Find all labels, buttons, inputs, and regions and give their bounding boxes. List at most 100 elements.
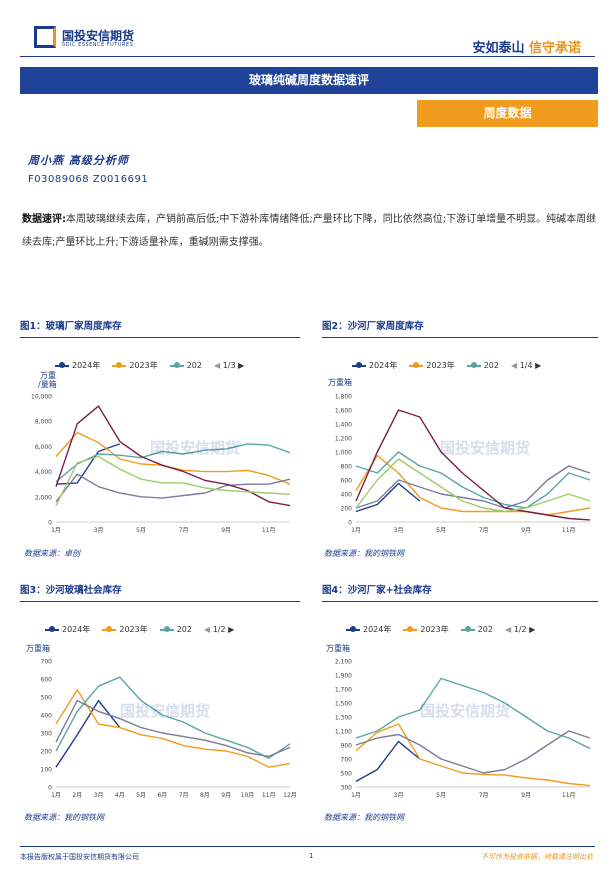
footer-disclaimer: 不可作为投资依据，转载请注明出处 [481, 853, 593, 861]
figure-2-title: 图2：沙河厂家周度库存 [322, 321, 424, 332]
series-line-0 [355, 482, 421, 513]
legend-swatch [346, 625, 360, 632]
x-tick-label: 1月 [351, 527, 361, 534]
legend-item[interactable]: 2023年 [102, 624, 148, 635]
y-tick-label: 2,000 [35, 494, 52, 501]
legend-pager: ◀ 1/3 ▶ [214, 361, 244, 370]
x-tick-label: 11月 [262, 792, 276, 799]
series-line-3 [55, 473, 291, 503]
y-tick-label: 200 [41, 749, 53, 756]
pager-next-icon[interactable]: ▶ [238, 361, 245, 370]
legend-label: 202 [186, 361, 202, 370]
pager-prev-icon[interactable]: ◀ [204, 625, 211, 634]
x-tick-label: 3月 [94, 527, 104, 534]
x-tick-label: 12月 [283, 792, 297, 799]
report-type-tag: 周度数据 [417, 100, 598, 127]
figure-3-unit-top: 万重箱 [26, 644, 50, 653]
pager-label: 1/4 [519, 361, 533, 370]
pager-next-icon[interactable]: ▶ [228, 625, 235, 634]
pager-label: 1/2 [212, 625, 226, 634]
legend-swatch [460, 625, 475, 632]
y-tick-label: 0 [348, 520, 352, 527]
legend-item[interactable]: 2024年 [346, 624, 391, 635]
figure-2: 图2：沙河厂家周度库存 [322, 318, 598, 338]
legend-label: 202 [477, 625, 493, 634]
y-tick-label: 8,000 [35, 419, 52, 426]
legend-swatch [102, 625, 117, 632]
series-line-5 [355, 458, 591, 513]
legend-label: 202 [483, 361, 499, 370]
legend-label: 2024年 [62, 625, 91, 634]
legend-swatch [466, 361, 481, 368]
y-tick-label: 1,400 [335, 422, 352, 429]
analyst-name: 周小燕 高级分析师 [28, 154, 129, 167]
x-tick-label: 6月 [157, 792, 167, 799]
legend-label: 2023年 [119, 625, 148, 634]
legend-item[interactable]: 2023年 [112, 360, 158, 371]
x-tick-label: 5月 [136, 792, 146, 799]
figure-1-rule [20, 337, 300, 338]
figure-1-legend: 2024年 2023年 202 ◀ 1/3 ▶ [55, 360, 244, 371]
logo-subtitle: SDIC ESSENCE FUTURES [62, 42, 134, 48]
y-tick-label: 400 [41, 713, 53, 720]
logo-icon [34, 26, 56, 48]
x-tick-label: 5月 [436, 792, 446, 799]
series-line-0 [355, 740, 421, 783]
legend-label: 2024年 [369, 361, 398, 370]
x-tick-label: 9月 [521, 792, 531, 799]
legend-pager: ◀ 1/2 ▶ [204, 625, 234, 634]
legend-item[interactable]: 2024年 [45, 624, 90, 635]
x-tick-label: 11月 [562, 792, 576, 799]
legend-item[interactable]: 2023年 [403, 624, 449, 635]
pager-prev-icon[interactable]: ◀ [511, 361, 518, 370]
pager-prev-icon[interactable]: ◀ [214, 361, 221, 370]
legend-item[interactable]: 2024年 [352, 360, 397, 371]
y-tick-label: 1,500 [335, 701, 352, 708]
legend-swatch [112, 361, 127, 368]
comment-text: 本周玻璃继续去库，产销前高后低;中下游补库情绪降低;产量环比下降，同比依然高位;… [22, 214, 597, 248]
figure-4: 图4：沙河厂家+社会库存 [322, 582, 598, 602]
figure-2-chart: 0 200 400 600 800 1,000 1,200 1,400 1,600 1,800 1月… [335, 394, 591, 534]
legend-item[interactable]: 202 [159, 625, 192, 634]
figure-2-unit-top: 万重箱 [328, 378, 352, 387]
figure-4-rule [322, 601, 598, 602]
pager-prev-icon[interactable]: ◀ [505, 625, 512, 634]
y-tick-label: 500 [341, 771, 353, 778]
page-number: 1 [309, 852, 314, 860]
x-tick-label: 9月 [221, 527, 231, 534]
legend-label: 2023年 [420, 625, 449, 634]
figure-4-chart: 300 500 700 900 1,100 1,300 1,500 1,700 1,900 2,1… [335, 659, 591, 799]
y-tick-label: 4,000 [35, 469, 52, 476]
figure-3: 图3：沙河玻璃社会库存 [20, 582, 300, 602]
figure-3-chart: 0 100 200 300 400 500 600 700 1月 2月 3月 4月 5月 6月 7月 8月 9月… [41, 659, 297, 800]
pager-next-icon[interactable]: ▶ [535, 361, 542, 370]
legend-item[interactable]: 202 [460, 625, 493, 634]
series-line-3 [55, 699, 291, 758]
legend-item[interactable]: 2023年 [409, 360, 455, 371]
y-tick-label: 700 [41, 659, 53, 666]
legend-item[interactable]: 202 [466, 361, 499, 370]
pager-label: 1/2 [513, 625, 527, 634]
y-tick-label: 2,100 [335, 659, 352, 666]
data-comment: 数据速评:本周玻璃继续去库，产销前高后低;中下游补库情绪降低;产量环比下降，同比… [22, 208, 598, 254]
x-tick-label: 5月 [136, 527, 146, 534]
x-tick-label: 3月 [94, 792, 104, 799]
legend-item[interactable]: 2024年 [55, 360, 100, 371]
y-tick-label: 100 [41, 767, 53, 774]
x-tick-label: 7月 [479, 527, 489, 534]
series-line-5 [55, 455, 291, 506]
legend-label: 2023年 [129, 361, 158, 370]
legend-swatch [169, 361, 184, 368]
pager-next-icon[interactable]: ▶ [529, 625, 536, 634]
figure-1-unit-top: 万重 [40, 371, 56, 380]
legend-swatch [403, 625, 418, 632]
x-tick-label: 11月 [262, 527, 276, 534]
legend-item[interactable]: 202 [169, 361, 202, 370]
y-tick-label: 600 [41, 677, 53, 684]
legend-swatch [55, 361, 69, 368]
figure-4-title: 图4：沙河厂家+社会库存 [322, 585, 432, 596]
series-line-4 [355, 409, 591, 521]
y-tick-label: 1,000 [335, 450, 352, 457]
y-tick-label: 1,600 [335, 408, 352, 415]
x-tick-label: 9月 [221, 792, 231, 799]
